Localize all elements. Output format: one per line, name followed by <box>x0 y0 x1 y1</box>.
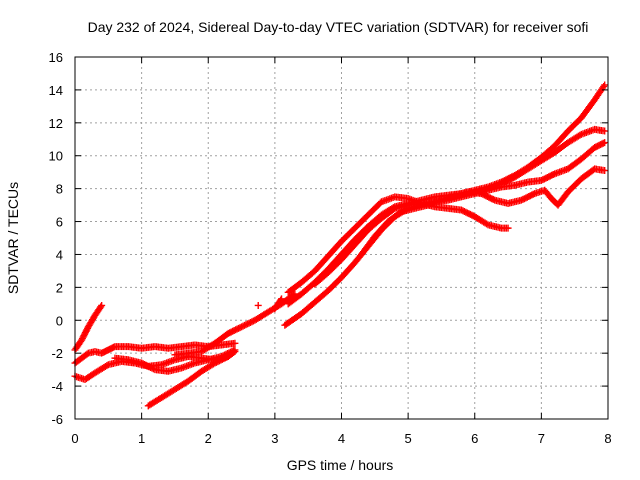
data-point-marker <box>103 362 111 370</box>
data-point-marker <box>576 131 584 139</box>
chart-title: Day 232 of 2024, Sidereal Day-to-day VTE… <box>88 19 589 35</box>
x-tick-label: 0 <box>71 431 78 446</box>
data-point-marker <box>230 349 238 357</box>
data-point-marker <box>277 296 285 304</box>
data-point-marker <box>278 295 286 303</box>
series-track-a <box>71 301 106 354</box>
x-tick-label: 3 <box>271 431 278 446</box>
data-point-marker <box>601 139 609 147</box>
data-point-marker <box>231 339 239 347</box>
data-point-marker <box>599 139 607 147</box>
x-tick-label: 8 <box>604 431 611 446</box>
data-point-marker <box>601 81 609 89</box>
series-track-h <box>271 295 286 313</box>
y-tick-label: 4 <box>56 247 63 262</box>
data-point-marker <box>483 220 491 228</box>
series-track-e <box>144 348 239 410</box>
data-point-marker <box>97 303 105 311</box>
x-tick-label: 5 <box>405 431 412 446</box>
x-tick-label: 7 <box>538 431 545 446</box>
y-tick-label: 12 <box>49 116 63 131</box>
x-axis-title: GPS time / hours <box>287 457 394 473</box>
data-point-marker <box>149 365 157 373</box>
data-series <box>71 81 609 410</box>
y-tick-label: 14 <box>49 83 63 98</box>
data-point-marker <box>489 195 497 203</box>
data-point-marker <box>600 82 608 90</box>
data-point-marker <box>231 348 239 356</box>
data-point-marker <box>529 190 537 198</box>
series-track-g <box>254 301 262 309</box>
data-point-marker <box>601 167 609 175</box>
data-point-marker <box>549 171 557 179</box>
series-track-f <box>171 290 299 359</box>
x-tick-label: 4 <box>338 431 345 446</box>
series-track-k <box>281 125 609 329</box>
x-tick-label: 1 <box>138 431 145 446</box>
y-tick-label: -6 <box>51 412 63 427</box>
y-tick-label: 2 <box>56 280 63 295</box>
series-track-b <box>71 339 239 367</box>
y-tick-label: 6 <box>56 215 63 230</box>
y-axis-title: SDTVAR / TECUs <box>5 182 21 294</box>
y-tick-label: -2 <box>51 346 63 361</box>
data-point-marker <box>601 127 609 135</box>
y-tick-label: -4 <box>51 379 63 394</box>
x-tick-label: 6 <box>471 431 478 446</box>
data-point-marker <box>504 224 512 232</box>
data-point-marker <box>254 301 262 309</box>
data-point-marker <box>98 301 106 309</box>
y-tick-label: 16 <box>49 50 63 65</box>
x-tick-label: 2 <box>205 431 212 446</box>
y-tick-label: 10 <box>49 149 63 164</box>
y-tick-label: 8 <box>56 182 63 197</box>
y-tick-label: 0 <box>56 313 63 328</box>
series-track-m <box>357 165 609 258</box>
